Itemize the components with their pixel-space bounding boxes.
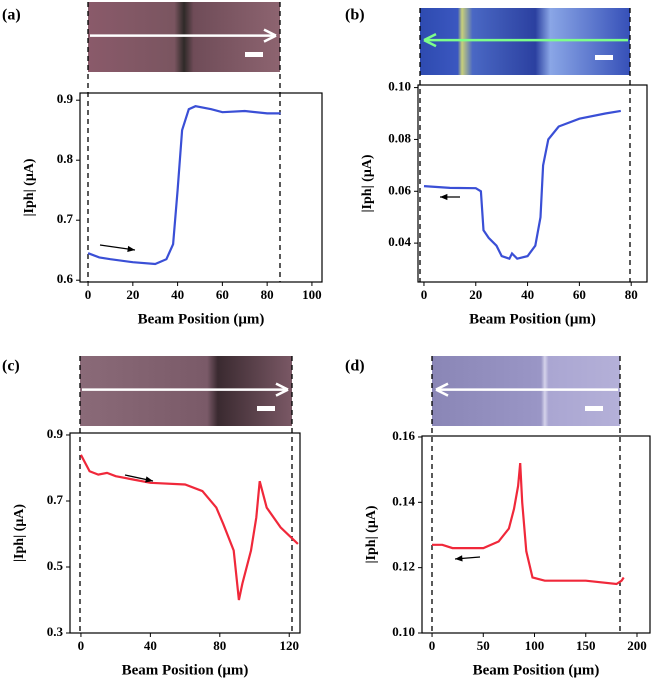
x-tick-label: 40 (171, 287, 184, 302)
y-tick-label: 0.9 (47, 426, 64, 441)
y-tick-label: 0.6 (57, 271, 74, 286)
scale-bar (585, 406, 603, 411)
micrograph (420, 8, 630, 75)
scan-arrow-head (435, 382, 449, 397)
y-tick-label: 0.9 (57, 91, 74, 106)
y-tick-label: 0.3 (47, 624, 64, 639)
plot-frame (417, 84, 648, 283)
x-axis-label: Beam Position (μm) (469, 311, 596, 327)
x-tick-label: 60 (216, 287, 229, 302)
plot-frame (69, 432, 301, 634)
micrograph (432, 356, 620, 426)
annotation-arrow-head (440, 193, 448, 201)
y-tick-label: 0.10 (388, 79, 411, 94)
x-tick-label: 40 (521, 287, 534, 302)
panel-label: (c) (2, 358, 20, 375)
x-tick-label: 50 (477, 638, 490, 653)
y-tick-label: 0.06 (388, 182, 411, 197)
x-tick-label: 80 (625, 287, 638, 302)
x-tick-label: 20 (469, 287, 482, 302)
micrograph (80, 356, 292, 426)
y-tick-label: 0.14 (392, 493, 415, 508)
x-tick-label: 40 (144, 638, 157, 653)
panel-label: (a) (2, 7, 21, 24)
x-axis-label: Beam Position (μm) (138, 311, 265, 327)
x-tick-label: 0 (78, 638, 85, 653)
y-tick-label: 0.08 (388, 130, 411, 145)
x-tick-label: 150 (576, 638, 596, 653)
scale-bar (257, 406, 275, 411)
x-tick-label: 200 (627, 638, 647, 653)
annotation-arrow-head (455, 555, 463, 562)
micrograph (88, 2, 280, 72)
y-axis-label: |Iph| (μA) (12, 504, 27, 562)
y-tick-label: 0.7 (57, 211, 74, 226)
y-tick-label: 0.16 (392, 428, 415, 443)
scan-arrow-head (275, 382, 289, 397)
panel-label: (b) (345, 7, 365, 24)
annotation-arrow-head (145, 476, 153, 483)
data-line (79, 454, 299, 601)
y-tick-label: 0.7 (47, 492, 64, 507)
y-tick-label: 0.10 (392, 624, 415, 639)
y-axis-label: |Iph| (μA) (360, 154, 375, 212)
x-tick-label: 80 (213, 638, 226, 653)
y-axis-label: |Iph| (μA) (364, 505, 379, 563)
plot-frame (421, 435, 651, 634)
x-tick-label: 20 (126, 287, 139, 302)
scale-bar (595, 55, 613, 60)
data-line (87, 105, 281, 266)
x-tick-label: 0 (421, 287, 428, 302)
data-line (423, 109, 621, 261)
scan-arrow-head (263, 28, 277, 43)
x-axis-label: Beam Position (μm) (473, 662, 600, 678)
plot-frame (79, 92, 323, 283)
x-tick-label: 60 (573, 287, 586, 302)
y-tick-label: 0.12 (392, 559, 415, 574)
y-axis-label: |Iph| (μA) (22, 158, 37, 216)
x-axis-label: Beam Position (μm) (122, 662, 249, 678)
data-line (432, 462, 625, 586)
y-tick-label: 0.8 (57, 151, 74, 166)
x-tick-label: 0 (85, 287, 92, 302)
x-tick-label: 120 (279, 638, 299, 653)
scale-bar (245, 52, 263, 57)
y-tick-label: 0.5 (47, 558, 64, 573)
x-tick-label: 0 (429, 638, 436, 653)
x-tick-label: 100 (525, 638, 545, 653)
x-tick-label: 100 (302, 287, 322, 302)
scan-arrow-head (423, 33, 437, 48)
panel-label: (d) (345, 358, 365, 375)
annotation-arrow-head (127, 245, 135, 253)
y-tick-label: 0.04 (388, 234, 411, 249)
x-tick-label: 80 (261, 287, 274, 302)
